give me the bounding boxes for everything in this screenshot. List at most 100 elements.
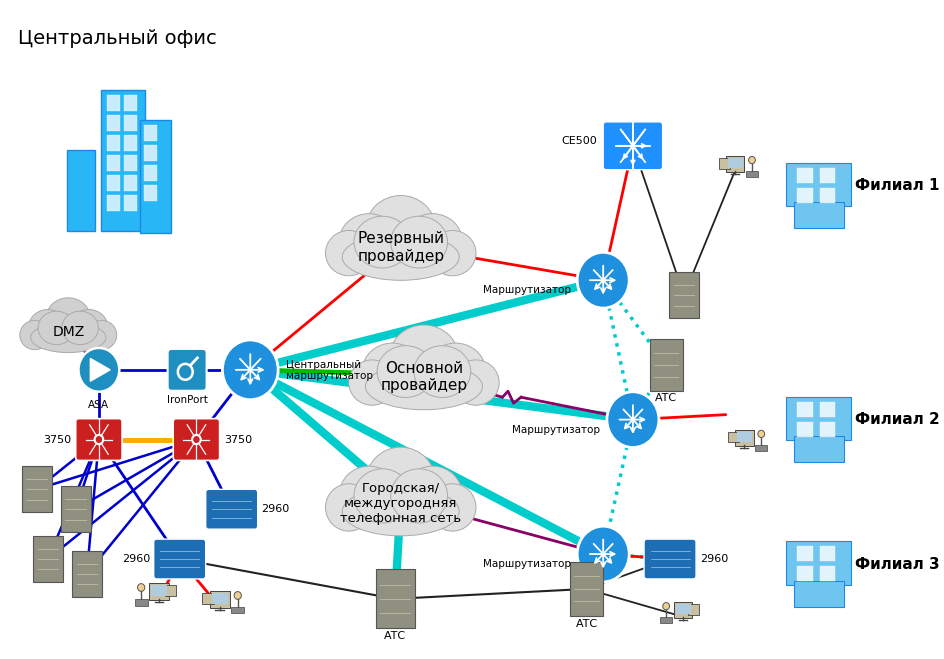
FancyBboxPatch shape — [202, 593, 214, 604]
Text: Центральный офис: Центральный офис — [18, 29, 216, 48]
FancyBboxPatch shape — [727, 158, 742, 167]
Circle shape — [577, 526, 629, 582]
Circle shape — [78, 348, 119, 391]
Circle shape — [138, 584, 144, 591]
Ellipse shape — [365, 447, 435, 517]
Circle shape — [95, 436, 102, 443]
Ellipse shape — [402, 214, 463, 271]
FancyBboxPatch shape — [745, 171, 757, 177]
Ellipse shape — [377, 346, 433, 397]
Ellipse shape — [365, 363, 482, 410]
Ellipse shape — [45, 298, 91, 341]
FancyBboxPatch shape — [101, 90, 145, 231]
FancyBboxPatch shape — [818, 546, 834, 561]
FancyBboxPatch shape — [569, 562, 602, 616]
FancyBboxPatch shape — [818, 566, 834, 581]
FancyBboxPatch shape — [668, 272, 699, 318]
Ellipse shape — [388, 325, 459, 392]
FancyBboxPatch shape — [154, 539, 206, 579]
Text: 2960: 2960 — [699, 554, 727, 564]
Ellipse shape — [348, 360, 396, 405]
FancyBboxPatch shape — [736, 432, 751, 442]
Ellipse shape — [390, 469, 447, 523]
Ellipse shape — [354, 216, 411, 268]
FancyBboxPatch shape — [649, 339, 683, 391]
FancyBboxPatch shape — [675, 604, 690, 614]
FancyBboxPatch shape — [144, 165, 158, 181]
FancyBboxPatch shape — [124, 175, 137, 190]
Ellipse shape — [38, 311, 75, 345]
FancyBboxPatch shape — [785, 397, 851, 440]
FancyBboxPatch shape — [108, 135, 120, 151]
FancyBboxPatch shape — [797, 188, 812, 202]
Ellipse shape — [402, 466, 463, 526]
FancyBboxPatch shape — [785, 541, 851, 585]
Circle shape — [222, 340, 278, 400]
Ellipse shape — [362, 343, 422, 400]
FancyBboxPatch shape — [210, 591, 229, 608]
Circle shape — [193, 436, 199, 443]
Text: АТС: АТС — [383, 631, 406, 641]
Text: Маршрутизатор: Маршрутизатор — [512, 424, 599, 434]
Circle shape — [662, 602, 669, 610]
FancyBboxPatch shape — [818, 422, 834, 436]
FancyBboxPatch shape — [687, 604, 699, 615]
FancyBboxPatch shape — [797, 546, 812, 561]
FancyBboxPatch shape — [108, 115, 120, 131]
Ellipse shape — [425, 343, 485, 400]
Text: 3750: 3750 — [42, 434, 71, 445]
Text: CE500: CE500 — [562, 136, 597, 146]
FancyBboxPatch shape — [167, 349, 207, 391]
Ellipse shape — [429, 231, 476, 275]
Ellipse shape — [69, 310, 108, 347]
FancyBboxPatch shape — [144, 145, 158, 161]
Text: Маршрутизатор: Маршрутизатор — [482, 285, 570, 295]
FancyBboxPatch shape — [818, 167, 834, 183]
Ellipse shape — [87, 320, 117, 350]
FancyBboxPatch shape — [67, 150, 95, 231]
FancyBboxPatch shape — [124, 135, 137, 151]
Text: DMZ: DMZ — [52, 325, 84, 339]
Text: Филиал 1: Филиал 1 — [854, 178, 938, 193]
FancyBboxPatch shape — [124, 194, 137, 210]
Ellipse shape — [325, 231, 372, 275]
Text: 2960: 2960 — [122, 554, 150, 564]
Circle shape — [94, 434, 104, 445]
Ellipse shape — [342, 487, 459, 536]
Ellipse shape — [413, 346, 470, 397]
Ellipse shape — [20, 320, 50, 350]
FancyBboxPatch shape — [734, 430, 753, 445]
FancyBboxPatch shape — [134, 599, 147, 606]
Text: Центральный
маршрутизатор: Центральный маршрутизатор — [285, 360, 372, 382]
FancyBboxPatch shape — [659, 617, 671, 623]
Circle shape — [757, 430, 764, 438]
FancyBboxPatch shape — [793, 581, 843, 607]
FancyBboxPatch shape — [754, 445, 767, 451]
FancyBboxPatch shape — [797, 566, 812, 581]
FancyBboxPatch shape — [673, 602, 692, 617]
FancyBboxPatch shape — [797, 167, 812, 183]
Ellipse shape — [365, 196, 435, 263]
Circle shape — [577, 252, 629, 308]
Circle shape — [606, 391, 658, 447]
FancyBboxPatch shape — [108, 95, 120, 111]
Circle shape — [748, 156, 754, 163]
FancyBboxPatch shape — [22, 467, 52, 512]
Text: 2960: 2960 — [261, 504, 290, 514]
Text: АТС: АТС — [575, 619, 597, 629]
Ellipse shape — [390, 216, 447, 268]
Text: ASA: ASA — [88, 400, 110, 410]
FancyBboxPatch shape — [164, 585, 177, 596]
FancyBboxPatch shape — [644, 539, 696, 579]
Text: IronPort: IronPort — [166, 395, 208, 405]
FancyBboxPatch shape — [144, 185, 158, 200]
Text: Маршрутизатор: Маршрутизатор — [482, 559, 570, 569]
Text: Городская/
междугородняя
телефонная сеть: Городская/ междугородняя телефонная сеть — [340, 482, 461, 525]
FancyBboxPatch shape — [725, 156, 744, 171]
FancyBboxPatch shape — [728, 432, 739, 442]
FancyBboxPatch shape — [231, 608, 244, 614]
Text: АТС: АТС — [654, 393, 677, 403]
FancyBboxPatch shape — [376, 569, 414, 628]
FancyBboxPatch shape — [173, 418, 219, 461]
FancyBboxPatch shape — [124, 155, 137, 171]
